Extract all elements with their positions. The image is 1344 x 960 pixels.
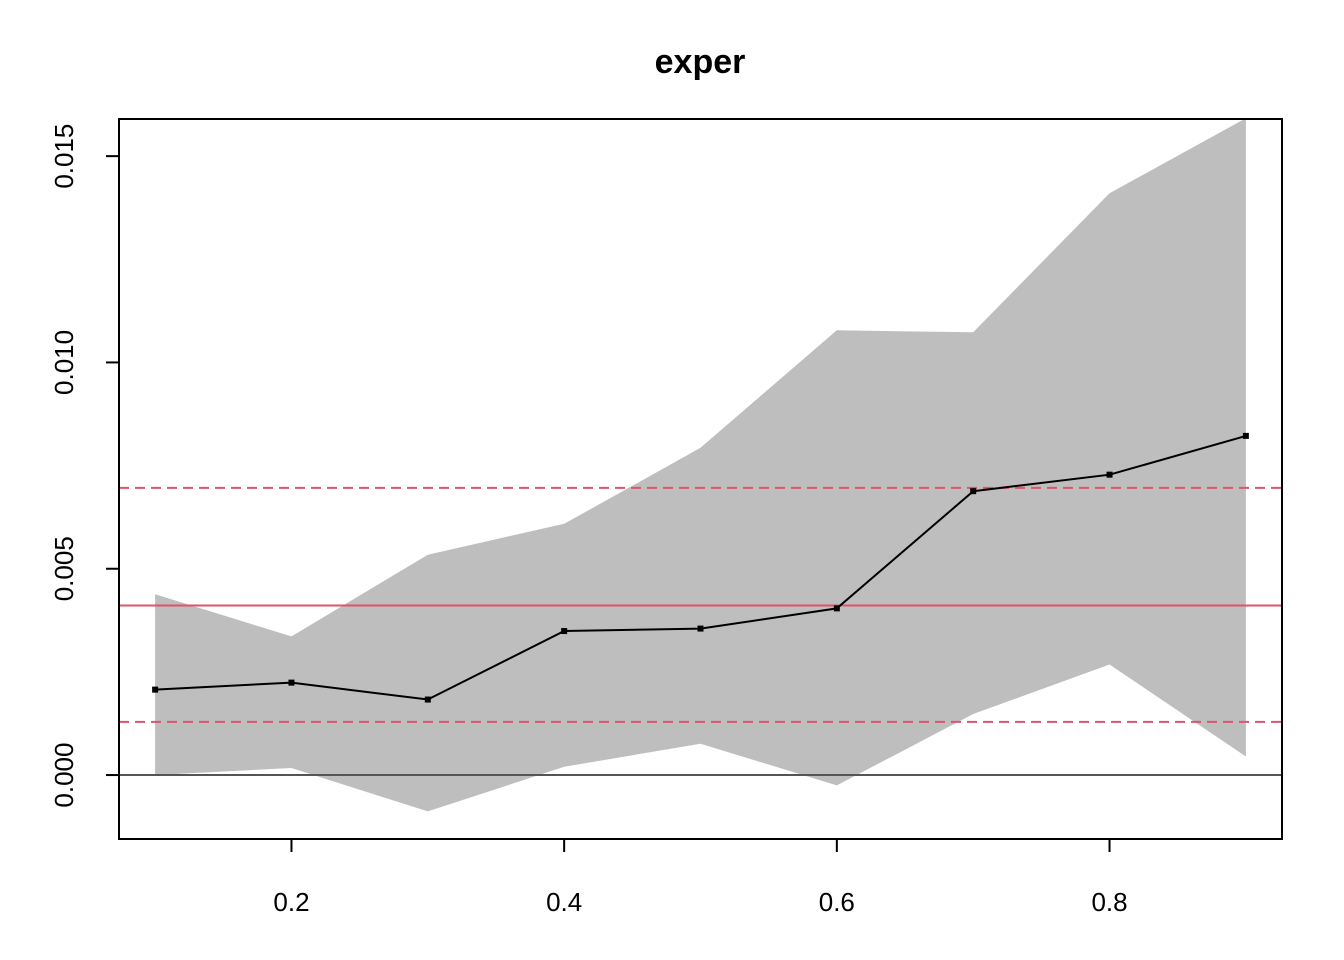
y-tick-label: 0.005	[49, 536, 79, 601]
data-point	[288, 679, 295, 686]
x-tick-label: 0.8	[1091, 887, 1127, 917]
x-tick-label: 0.4	[546, 887, 582, 917]
data-point	[833, 605, 840, 612]
data-point	[1106, 471, 1113, 478]
chart-title: exper	[655, 43, 746, 81]
y-tick-label: 0.010	[49, 330, 79, 395]
y-tick-label: 0.000	[49, 743, 79, 808]
confidence-band	[155, 118, 1246, 812]
data-point	[970, 488, 977, 495]
data-point	[561, 628, 568, 635]
x-tick-label: 0.2	[273, 887, 309, 917]
plot-frame	[118, 118, 1283, 840]
data-point	[424, 696, 431, 703]
data-point	[152, 686, 159, 693]
x-tick-label: 0.6	[819, 887, 855, 917]
data-point	[1242, 432, 1249, 439]
data-point	[697, 625, 704, 632]
y-tick-label: 0.015	[49, 124, 79, 189]
